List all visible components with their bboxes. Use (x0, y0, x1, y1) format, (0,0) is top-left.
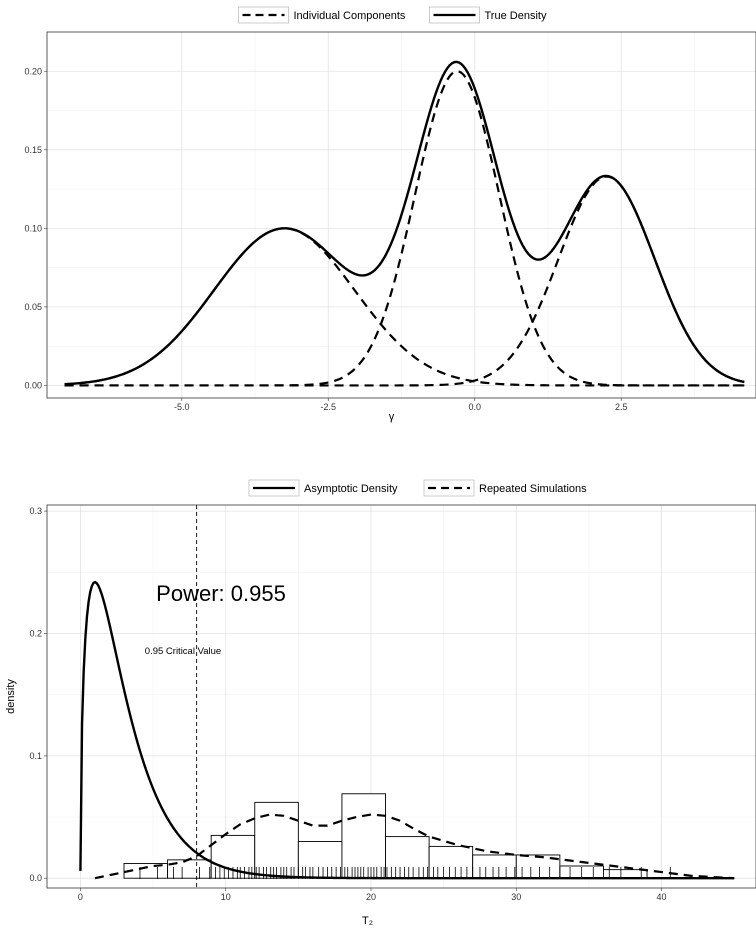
simulation-density-curve (94, 813, 735, 880)
legend-label: True Density (485, 10, 547, 22)
x-axis-title: T₂ (362, 915, 373, 927)
y-tick-label: 0.1 (29, 751, 42, 761)
x-tick-label: 10 (221, 892, 231, 902)
gamma-density-chart: -5.0-2.50.02.55.00.000.050.100.150.20γIn… (24, 6, 756, 423)
y-tick-label: 0.00 (24, 380, 42, 390)
histogram-bar (472, 854, 517, 879)
power-label: Power: 0.955 (156, 581, 286, 606)
x-axis-title: γ (389, 411, 395, 423)
legend-label: Repeated Simulations (479, 483, 587, 495)
y-tick-label: 0.2 (29, 628, 42, 638)
y-tick-label: 0.05 (24, 302, 42, 312)
critical-value-label: 0.95 Critical Value (145, 646, 221, 657)
panel-border (46, 31, 756, 399)
t2-density-chart: 0 10 20 30 40 0.0 0.1 0.2 0.3 Power: 0.955 0.95 Cr… (5, 479, 756, 927)
y-axis-title: density (5, 679, 17, 714)
y-tick-label: 0.0 (29, 873, 42, 883)
histogram-bar (428, 845, 474, 879)
y-tick-label: 0.20 (24, 66, 42, 76)
plot-panel (47, 505, 756, 888)
x-tick-label: -2.5 (320, 402, 336, 412)
x-tick-label: -5.0 (174, 402, 190, 412)
x-tick-label: 0 (78, 892, 83, 902)
asymptotic-density-curve (79, 580, 735, 880)
x-tick-label: 0.0 (468, 402, 481, 412)
histogram-bar (297, 841, 343, 879)
y-tick-label: 0.3 (29, 506, 42, 516)
x-tick-label: 20 (366, 892, 376, 902)
histogram-bar (602, 869, 648, 879)
histogram-bar (385, 836, 430, 879)
y-tick-label: 0.15 (24, 145, 42, 155)
legend-label: Individual Components (294, 10, 406, 22)
histogram-bar (254, 801, 299, 879)
x-tick-label: 30 (511, 892, 521, 902)
true-density-curve (64, 60, 745, 386)
x-tick-label: 2.5 (615, 402, 628, 412)
histogram-bar (341, 793, 386, 879)
panel-border (46, 504, 756, 889)
x-tick-label: 40 (657, 892, 667, 902)
y-tick-label: 0.10 (24, 223, 42, 233)
legend-label: Asymptotic Density (304, 483, 398, 495)
